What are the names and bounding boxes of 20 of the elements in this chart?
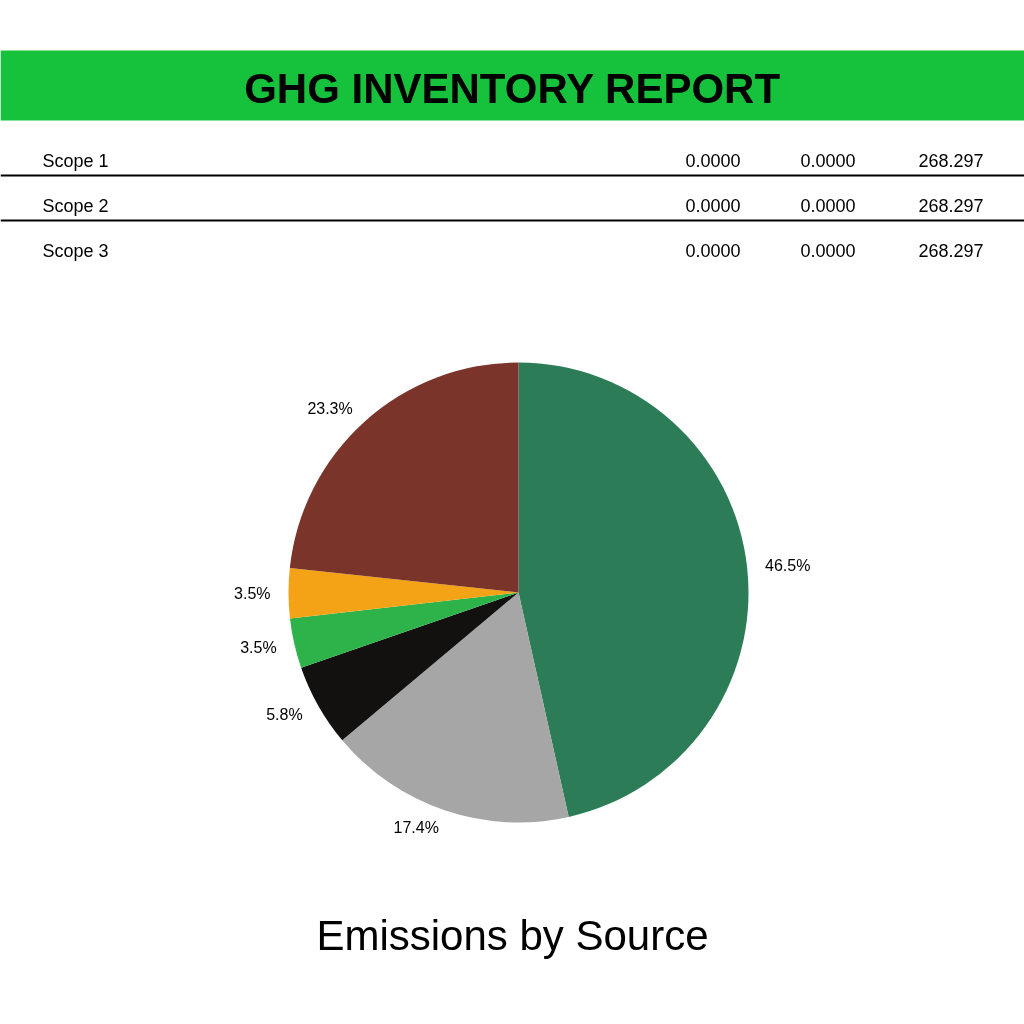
text: Emissions by Source — [316, 912, 709, 959]
text: 0.0000 — [800, 241, 856, 261]
text: 0.0000 — [685, 241, 741, 261]
text: 0.0000 — [685, 151, 741, 171]
text: 0.0000 — [800, 196, 856, 216]
data-label: 23.3% — [307, 399, 353, 417]
text: 268.297 — [918, 241, 984, 261]
data-label: 3.5% — [234, 584, 271, 602]
text: Scope 3 — [42, 240, 109, 261]
text: GHG INVENTORY REPORT — [244, 65, 781, 112]
text: Scope 2 — [42, 195, 109, 216]
data-label: 3.5% — [240, 638, 277, 656]
text: 0.0000 — [800, 151, 856, 171]
text: Scope 1 — [42, 150, 109, 171]
text: 0.0000 — [685, 196, 741, 216]
text: 268.297 — [918, 151, 984, 171]
text: 268.297 — [918, 196, 984, 216]
data-label: 5.8% — [266, 706, 303, 724]
data-label: 17.4% — [393, 818, 439, 836]
data-label: 46.5% — [765, 556, 811, 574]
